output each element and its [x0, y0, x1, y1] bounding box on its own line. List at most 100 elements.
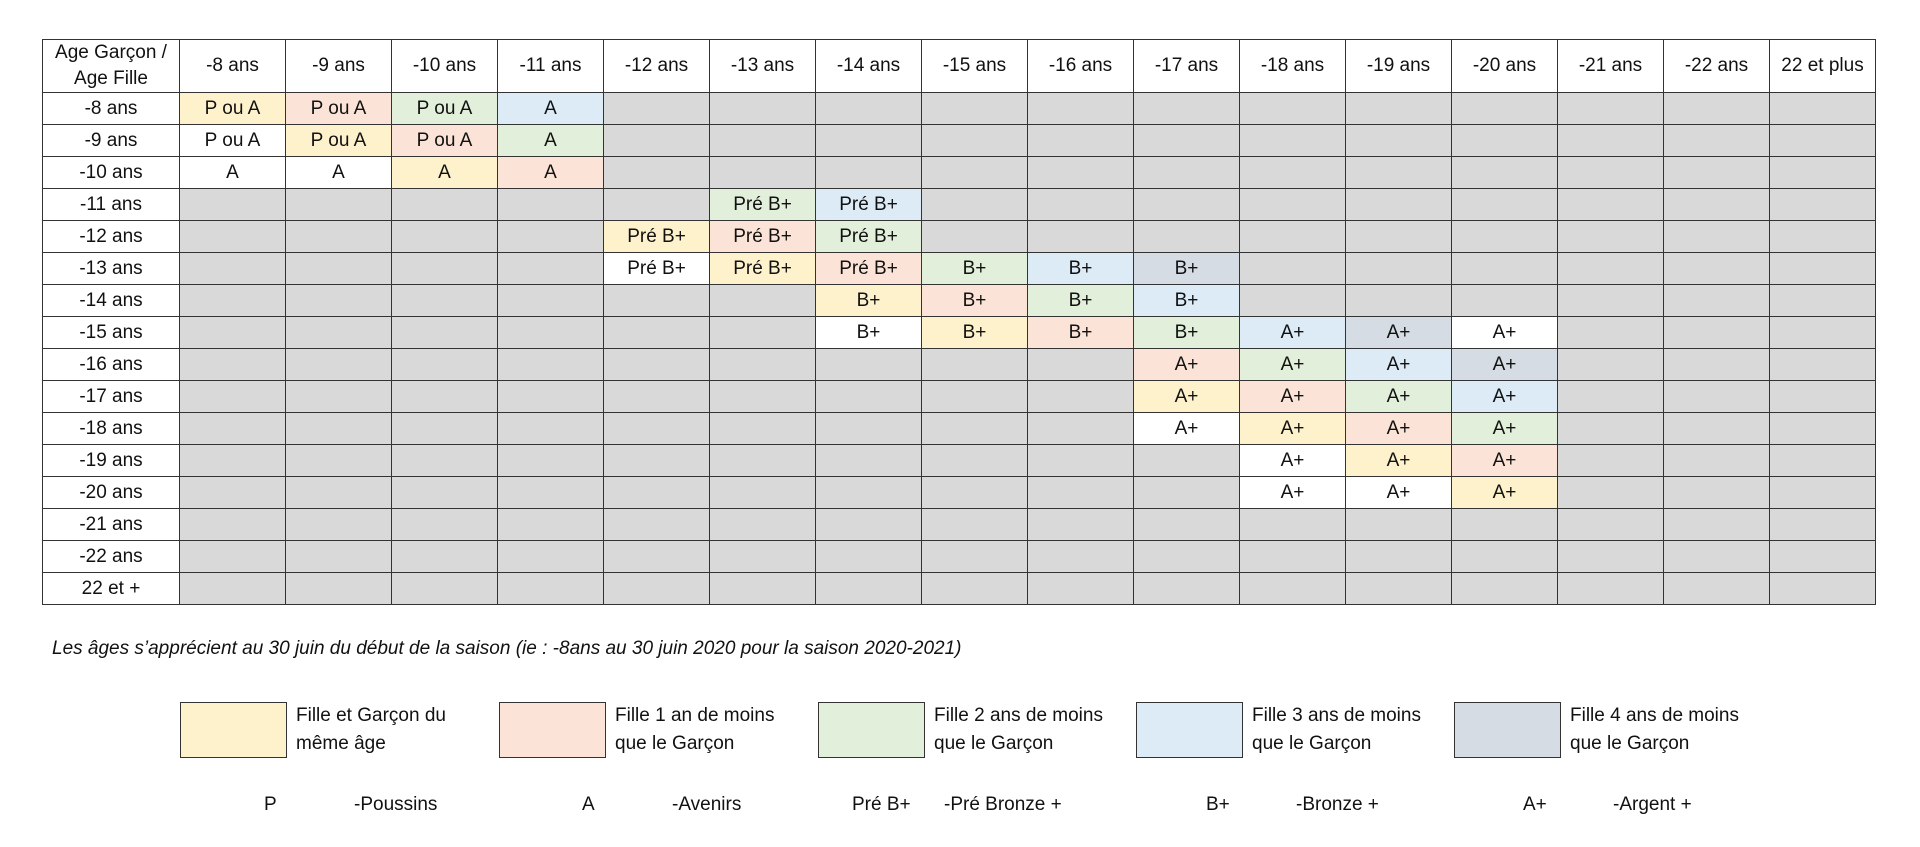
column-header: -18 ans	[1239, 39, 1346, 93]
row-header: -11 ans	[42, 188, 180, 221]
category-cell	[179, 220, 286, 253]
category-cell	[1769, 380, 1876, 413]
category-cell	[497, 444, 604, 477]
category-cell	[1027, 348, 1134, 381]
category-cell	[1663, 348, 1770, 381]
category-cell	[1769, 124, 1876, 157]
category-cell: A+	[1451, 444, 1558, 477]
category-cell	[1769, 412, 1876, 445]
category-cell	[921, 412, 1028, 445]
row-header: -15 ans	[42, 316, 180, 349]
category-cell	[1451, 156, 1558, 189]
legend-swatch	[180, 702, 287, 758]
category-cell	[1451, 508, 1558, 541]
category-cell: A+	[1345, 412, 1452, 445]
category-cell	[1027, 188, 1134, 221]
category-cell	[1027, 444, 1134, 477]
category-cell	[815, 412, 922, 445]
column-header: -13 ans	[709, 39, 816, 93]
column-header: -15 ans	[921, 39, 1028, 93]
category-cell	[815, 348, 922, 381]
abbreviation-meaning: -Bronze +	[1296, 794, 1379, 815]
row-header: -22 ans	[42, 540, 180, 573]
category-cell	[1557, 380, 1664, 413]
legend-swatch	[818, 702, 925, 758]
column-header: -8 ans	[179, 39, 286, 93]
column-header: 22 et plus	[1769, 39, 1876, 93]
category-cell	[1663, 156, 1770, 189]
category-cell	[1345, 188, 1452, 221]
category-cell	[179, 284, 286, 317]
table-row: -11 ans Pré B+ Pré B+	[42, 188, 1876, 221]
legend-label: Fille 1 an de moins que le Garçon	[615, 705, 775, 754]
category-cell	[1133, 124, 1240, 157]
table-row: -22 ans	[42, 540, 1876, 573]
category-cell	[1557, 508, 1664, 541]
category-cell	[179, 348, 286, 381]
category-cell	[391, 348, 498, 381]
category-cell	[815, 92, 922, 125]
category-cell	[1133, 572, 1240, 605]
category-cell	[1451, 540, 1558, 573]
category-cell	[497, 380, 604, 413]
row-header: -16 ans	[42, 348, 180, 381]
table-row: 22 et +	[42, 572, 1876, 605]
column-header: -12 ans	[603, 39, 710, 93]
category-cell	[603, 284, 710, 317]
category-cell	[285, 220, 392, 253]
category-cell	[603, 124, 710, 157]
row-header: -8 ans	[42, 92, 180, 125]
row-header: -18 ans	[42, 412, 180, 445]
category-cell	[1557, 124, 1664, 157]
category-cell	[1345, 572, 1452, 605]
category-cell: A+	[1133, 348, 1240, 381]
category-cell	[709, 124, 816, 157]
category-cell: Pré B+	[815, 188, 922, 221]
category-cell	[1451, 572, 1558, 605]
category-cell	[1451, 92, 1558, 125]
category-cell: A+	[1451, 348, 1558, 381]
category-cell	[1239, 156, 1346, 189]
category-cell	[497, 252, 604, 285]
category-cell	[709, 284, 816, 317]
category-cell	[1239, 92, 1346, 125]
category-cell	[921, 92, 1028, 125]
category-cell	[1027, 124, 1134, 157]
abbreviation-code: B+	[1206, 794, 1230, 815]
category-cell	[1451, 284, 1558, 317]
column-header: -9 ans	[285, 39, 392, 93]
category-cell	[603, 508, 710, 541]
category-cell	[1345, 124, 1452, 157]
category-cell	[391, 284, 498, 317]
category-cell	[497, 348, 604, 381]
category-cell: A+	[1451, 412, 1558, 445]
category-cell	[1133, 188, 1240, 221]
table-row: -14 ans B+ B+ B+ B+	[42, 284, 1876, 317]
category-cell	[391, 316, 498, 349]
category-cell	[921, 188, 1028, 221]
category-cell	[921, 444, 1028, 477]
category-cell	[1663, 540, 1770, 573]
category-cell: B+	[815, 284, 922, 317]
category-cell: A	[179, 156, 286, 189]
category-cell	[921, 572, 1028, 605]
category-cell: P ou A	[285, 124, 392, 157]
category-cell	[497, 572, 604, 605]
category-cell	[1451, 124, 1558, 157]
column-header: -16 ans	[1027, 39, 1134, 93]
category-cell: B+	[1133, 316, 1240, 349]
category-cell	[391, 220, 498, 253]
category-cell	[603, 92, 710, 125]
category-cell	[1451, 252, 1558, 285]
category-cell	[921, 156, 1028, 189]
category-cell: Pré B+	[709, 220, 816, 253]
category-cell	[709, 156, 816, 189]
category-cell	[179, 508, 286, 541]
category-cell	[1663, 444, 1770, 477]
category-cell	[921, 220, 1028, 253]
category-cell: A	[497, 92, 604, 125]
category-cell	[1557, 412, 1664, 445]
category-cell	[1027, 220, 1134, 253]
category-cell: A	[497, 124, 604, 157]
